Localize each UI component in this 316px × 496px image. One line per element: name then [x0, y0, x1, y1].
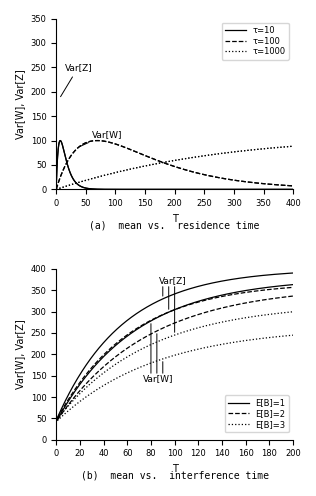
Text: (a)  mean vs.  residence time: (a) mean vs. residence time [89, 220, 260, 230]
X-axis label: T: T [172, 464, 178, 474]
Y-axis label: Var[W], Var[Z]: Var[W], Var[Z] [15, 69, 25, 139]
Text: Var[W]: Var[W] [79, 129, 122, 147]
X-axis label: T: T [172, 214, 178, 224]
Y-axis label: Var[W], Var[Z]: Var[W], Var[Z] [15, 319, 25, 389]
Legend: τ=10, τ=100, τ=1000: τ=10, τ=100, τ=1000 [222, 23, 289, 60]
Text: Var[W]: Var[W] [143, 374, 173, 383]
Text: Var[Z]: Var[Z] [159, 276, 187, 285]
Text: (b)  mean vs.  interference time: (b) mean vs. interference time [81, 471, 269, 481]
Text: Var[Z]: Var[Z] [61, 63, 92, 97]
Legend: E[B]=1, E[B]=2, E[B]=3: E[B]=1, E[B]=2, E[B]=3 [225, 395, 289, 432]
